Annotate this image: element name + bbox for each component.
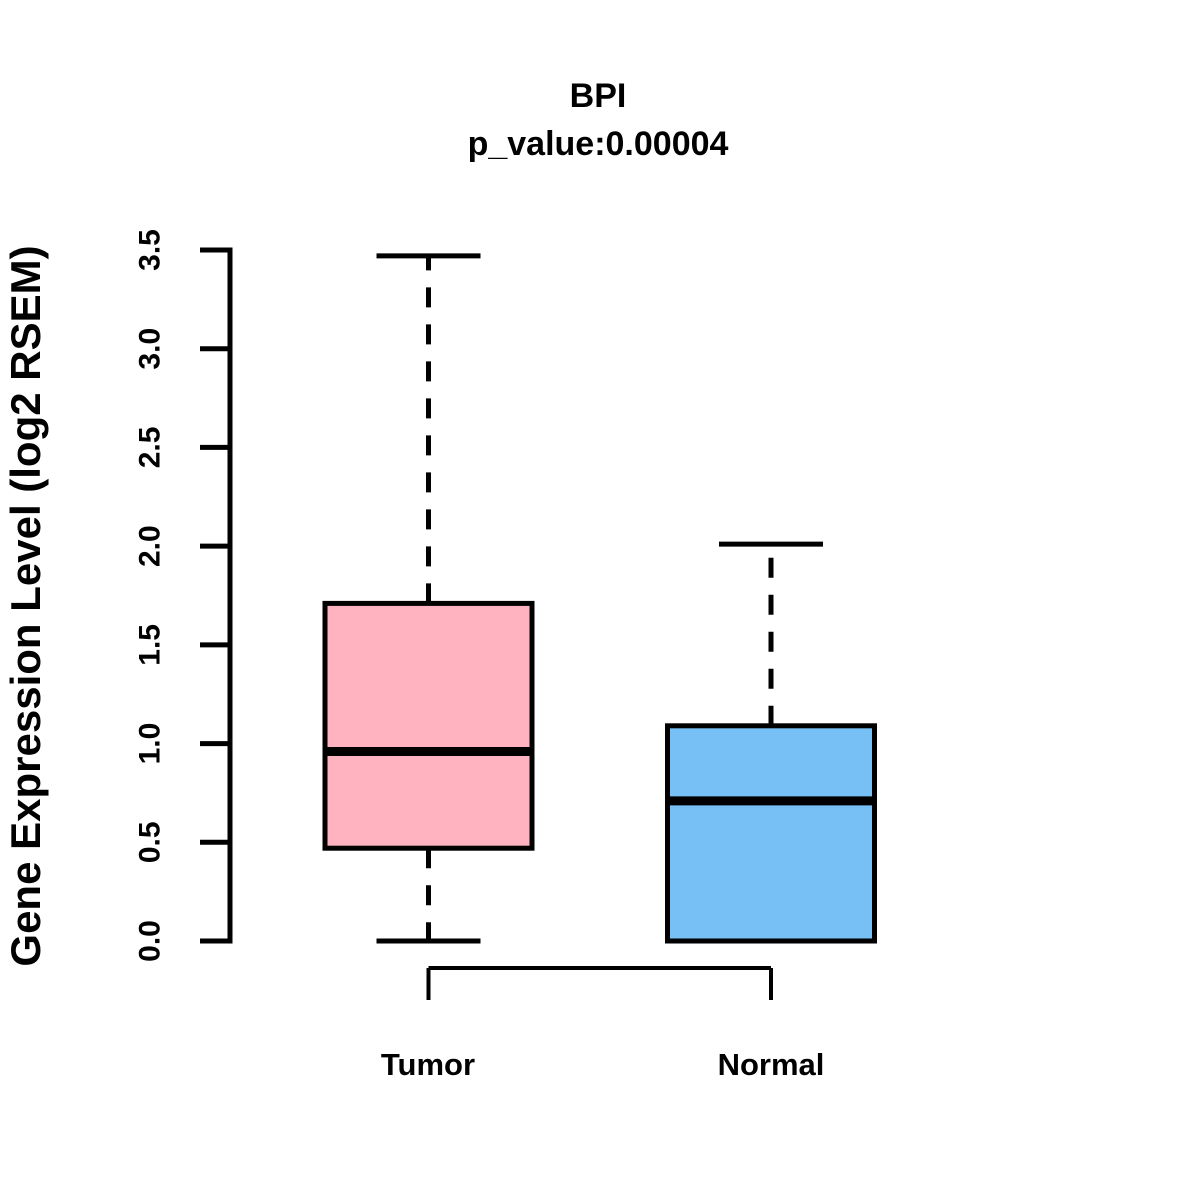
y-axis-tick-label: 0.5 (134, 821, 167, 863)
chart-pvalue-label: p_value:0.00004 (468, 125, 729, 163)
boxes-layer (322, 253, 877, 944)
axes-layer: 0.0 0.5 1.0 1.5 2.0 2.5 3.0 3.5 (134, 229, 773, 1000)
x-tick-label-normal: Normal (718, 1047, 825, 1082)
y-axis-tick-label: 3.5 (134, 229, 167, 271)
iqr-box-normal (665, 723, 877, 944)
y-axis-title: Gene Expression Level (log2 RSEM) (2, 245, 49, 966)
y-axis-tick-label: 0.0 (134, 920, 167, 962)
y-axis-tick-label: 2.5 (134, 427, 167, 469)
chart-title: BPI (570, 77, 627, 115)
x-tick-label-tumor: Tumor (381, 1047, 475, 1082)
y-axis-tick-label: 1.5 (134, 624, 167, 666)
y-axis-tick-label: 1.0 (134, 723, 167, 765)
iqr-box-tumor (322, 600, 535, 851)
y-axis-tick-label: 2.0 (134, 525, 167, 567)
y-axis-tick-label: 3.0 (134, 328, 167, 370)
